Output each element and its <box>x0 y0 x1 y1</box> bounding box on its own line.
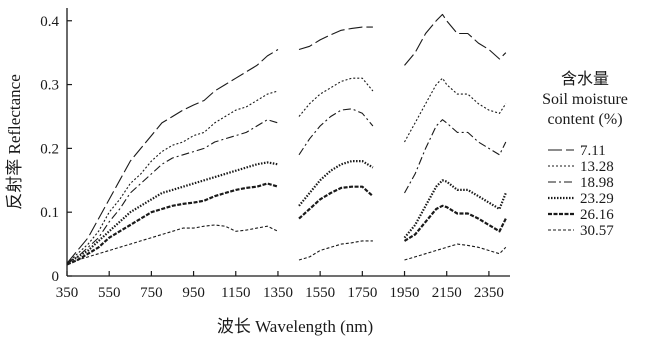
series-line-23.29 <box>403 179 507 239</box>
legend-label-26.16: 26.16 <box>580 207 614 223</box>
x-tick-label: 950 <box>182 285 205 301</box>
series-line-18.98 <box>66 119 279 264</box>
series-line-7.11 <box>298 26 373 51</box>
series-line-26.16 <box>298 185 374 220</box>
x-tick-label: 1950 <box>390 285 420 301</box>
series-line-7.11 <box>404 13 507 66</box>
x-tick-label: 2350 <box>474 285 504 301</box>
y-tick-label: 0.4 <box>40 14 59 30</box>
x-tick-label: 1350 <box>263 285 293 301</box>
series-line-23.29 <box>298 160 374 207</box>
series-line-18.98 <box>298 108 374 156</box>
series-line-30.57 <box>404 243 507 261</box>
x-axis-title: 波长 Wavelength (nm) <box>217 317 373 336</box>
series-lines <box>66 13 507 266</box>
legend-label-18.98: 18.98 <box>580 175 614 191</box>
series-line-13.28 <box>66 90 279 264</box>
legend-label-7.11: 7.11 <box>580 143 606 159</box>
x-tick-label: 1150 <box>221 285 250 301</box>
y-axis-title: 反射率 Reflectance <box>5 74 24 209</box>
legend-label-23.29: 23.29 <box>580 191 614 207</box>
x-tick-label: 1750 <box>347 285 377 301</box>
x-ticks: 350 550 750 950 1150 1350 1550 1750 1950 2150 2350 <box>56 271 504 301</box>
plot-area: 0 0.1 0.2 0.3 0.4 350 550 750 950 1150 1350 1550 17… <box>40 8 510 301</box>
legend-label-30.57: 30.57 <box>580 223 614 239</box>
y-tick-label: 0.3 <box>40 78 59 94</box>
series-line-30.57 <box>298 240 373 261</box>
legend-label-13.28: 13.28 <box>580 159 614 175</box>
legend: 含水量 Soil moisture content (%) 7.1113.281… <box>542 70 628 239</box>
legend-title-line-2: Soil moisture <box>542 91 628 108</box>
x-tick-label: 350 <box>56 285 79 301</box>
series-line-26.16 <box>403 204 507 242</box>
series-line-13.28 <box>404 77 507 143</box>
series-line-23.29 <box>66 161 279 265</box>
legend-title-line-3: content (%) <box>547 111 622 128</box>
series-line-30.57 <box>66 224 279 264</box>
series-line-18.98 <box>404 119 507 194</box>
x-tick-label: 1550 <box>305 285 335 301</box>
series-line-7.11 <box>66 49 279 264</box>
x-tick-label: 550 <box>98 285 121 301</box>
series-line-13.28 <box>298 77 374 117</box>
y-tick-label: 0.2 <box>40 141 59 157</box>
x-tick-label: 750 <box>140 285 163 301</box>
y-tick-label: 0.1 <box>40 205 59 221</box>
series-line-26.16 <box>66 182 279 266</box>
y-tick-label: 0 <box>52 269 60 285</box>
legend-title-line-1: 含水量 <box>561 70 609 88</box>
x-tick-label: 2150 <box>432 285 462 301</box>
y-ticks: 0 0.1 0.2 0.3 0.4 <box>40 14 72 285</box>
